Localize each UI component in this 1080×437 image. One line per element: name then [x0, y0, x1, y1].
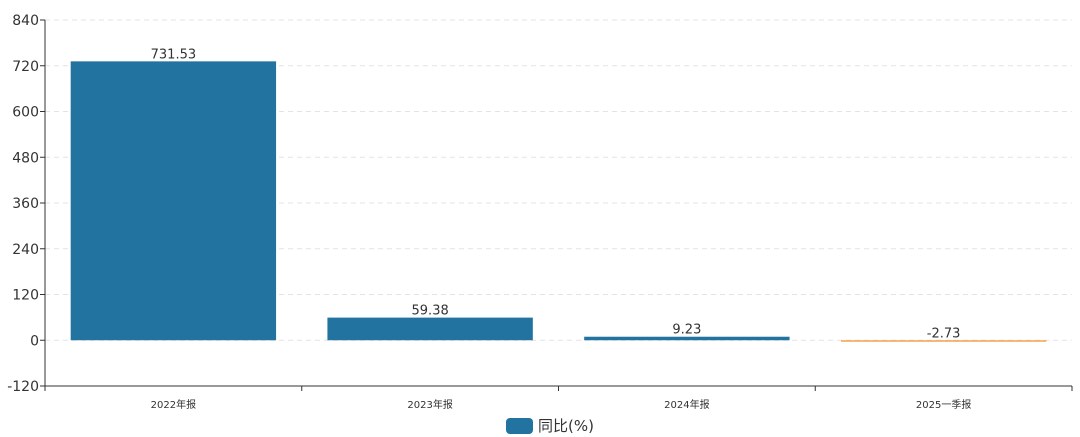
legend-swatch — [506, 418, 533, 434]
bar[interactable] — [70, 61, 277, 341]
y-tick-label: 120 — [12, 288, 39, 304]
bars — [70, 61, 1047, 342]
y-tick-label: 360 — [12, 196, 39, 212]
x-tick-label: 2025一季报 — [916, 398, 971, 411]
y-tick-label: 720 — [12, 59, 39, 75]
data-label: 59.38 — [412, 304, 449, 319]
x-tick-label: 2022年报 — [151, 398, 196, 411]
legend[interactable]: 同比(%) — [506, 417, 594, 435]
y-tick-label: 480 — [12, 150, 39, 166]
x-tick-label: 2023年报 — [407, 398, 452, 411]
bar[interactable] — [840, 340, 1047, 342]
bar[interactable] — [327, 317, 533, 341]
y-tick-label: -120 — [7, 379, 39, 395]
axes — [40, 19, 1073, 391]
y-tick-label: 240 — [12, 242, 39, 258]
data-label: 9.23 — [672, 323, 701, 338]
data-label: -2.73 — [927, 326, 961, 341]
labels: -120 0 120 240 360 480 600 720 840 731.53 2022年报 59… — [7, 13, 971, 411]
bar[interactable] — [584, 336, 790, 341]
y-tick-label: 840 — [12, 13, 39, 29]
legend-label: 同比(%) — [538, 417, 594, 435]
y-tick-label: 600 — [12, 105, 39, 121]
x-tick-label: 2024年报 — [664, 398, 709, 411]
data-label: 731.53 — [151, 47, 197, 62]
y-tick-label: 0 — [30, 333, 39, 349]
